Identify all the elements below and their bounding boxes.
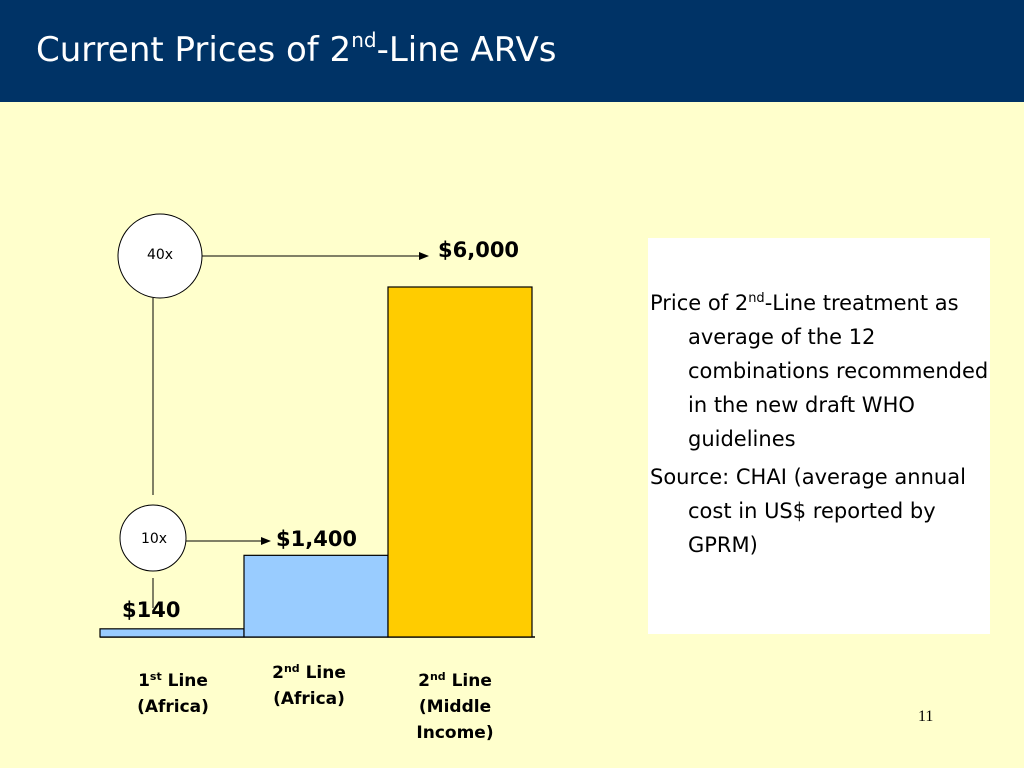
page-number: 11 — [918, 708, 934, 725]
note-paragraph-price: Price of 2nd-Line treatment as average o… — [650, 291, 989, 451]
ratio-circle-10x — [119, 504, 187, 572]
note-paragraph-source: Source: CHAI (average annual cost in US$… — [650, 465, 966, 557]
bar-2 — [387, 286, 533, 638]
bar-0 — [99, 628, 245, 638]
bar-1 — [243, 554, 389, 638]
ratio-label-10x: 10x — [140, 531, 168, 547]
category-label-1: 2nd Line (Africa) — [272, 662, 346, 709]
value-label-2: $6,000 — [438, 238, 520, 262]
ratio-label-40x: 40x — [146, 247, 174, 263]
value-label-0: $140 — [122, 598, 181, 622]
category-label-2: 2nd Line (Middle Income) — [416, 670, 494, 743]
header-bar: Current Prices of 2nd-Line ARVs — [0, 0, 1024, 102]
category-label-0: 1st Line (Africa) — [137, 670, 209, 717]
page-title: Current Prices of 2nd-Line ARVs — [36, 28, 557, 70]
note-box: Price of 2nd-Line treatment as average o… — [648, 238, 990, 634]
value-label-1: $1,400 — [276, 527, 358, 551]
